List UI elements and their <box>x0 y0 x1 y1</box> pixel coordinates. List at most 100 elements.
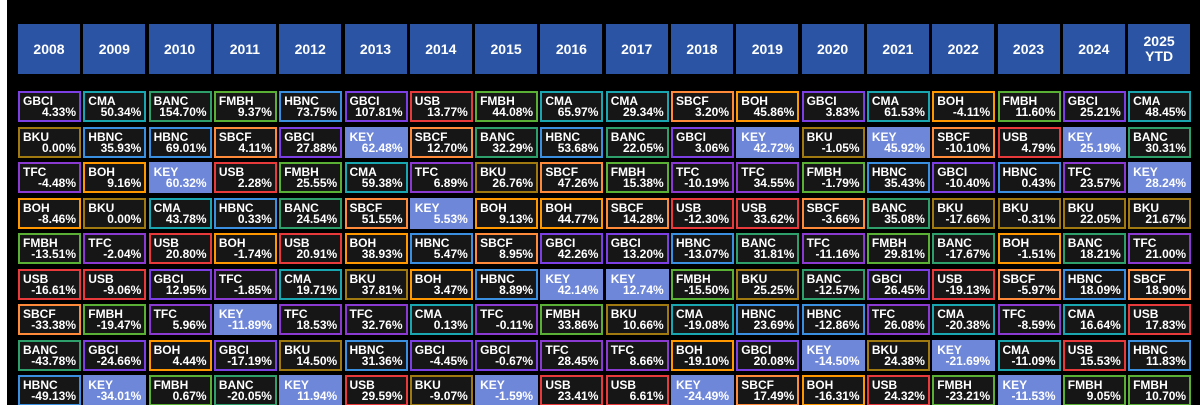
ticker-label: BANC <box>610 129 646 144</box>
return-value: -1.51% <box>1017 247 1056 261</box>
table-cell: KEY -14.50% <box>801 339 865 371</box>
return-value: 5.96% <box>172 318 207 332</box>
table-cell: KEY 45.92% <box>866 126 930 158</box>
return-value: 10.70% <box>1145 389 1187 403</box>
table-cell: USB -9.06% <box>83 268 147 300</box>
ticker-label: USB <box>218 165 245 179</box>
table-cell: CMA 59.38% <box>344 162 408 193</box>
table-cell: CMA 0.13% <box>409 304 473 335</box>
ticker-label: BKU <box>741 271 768 286</box>
return-value: 8.66% <box>629 353 664 368</box>
table-cell: GBCI -17.19% <box>213 339 277 371</box>
ticker-label: BOH <box>806 378 834 392</box>
table-cell: BKU -0.31% <box>997 197 1061 229</box>
table-cell: SBCF 47.26% <box>540 162 604 193</box>
return-value: 9.13% <box>499 211 534 226</box>
table-cell: BANC 35.08% <box>866 197 930 229</box>
return-value: 0.00% <box>41 140 76 155</box>
return-value: 0.00% <box>107 211 142 226</box>
return-value: -24.49% <box>684 389 729 403</box>
ticker-label: SBCF <box>937 129 970 144</box>
table-cell: GBCI 3.06% <box>671 126 734 158</box>
return-value: -49.13% <box>31 389 76 403</box>
ticker-label: KEY <box>676 378 701 392</box>
table-cell: USB 2.28% <box>213 162 277 193</box>
table-cell: FMBH 0.67% <box>148 375 212 405</box>
table-cell: SBCF 4.11% <box>213 126 277 158</box>
return-value: 13.77% <box>427 105 468 119</box>
table-cell: BANC 22.05% <box>605 126 669 158</box>
return-value: 6.89% <box>433 176 468 190</box>
return-value: -12.30% <box>684 211 729 226</box>
table-cell: USB 15.53% <box>1062 339 1126 371</box>
return-value: 9.37% <box>237 105 272 119</box>
ticker-label: BOH <box>414 271 442 286</box>
ticker-label: USB <box>741 200 767 215</box>
ticker-label: CMA <box>1067 307 1096 321</box>
table-cell: BKU 10.66% <box>605 304 669 335</box>
return-value: 48.45% <box>1145 105 1187 119</box>
ticker-label: BANC <box>871 200 907 215</box>
return-value: 22.05% <box>1080 211 1121 226</box>
ticker-label: CMA <box>1002 342 1030 357</box>
year-header: 2016 <box>540 24 603 74</box>
table-cell: FMBH -1.79% <box>801 162 865 193</box>
return-value: 31.81% <box>753 247 795 261</box>
ticker-label: SBCF <box>676 94 709 108</box>
return-value: 16.64% <box>1080 318 1121 332</box>
table-cell: KEY 25.19% <box>1062 126 1126 158</box>
return-value: 12.70% <box>427 140 468 155</box>
ticker-label: SBCF <box>23 307 56 321</box>
return-value: -10.10% <box>945 140 991 155</box>
return-value: 51.55% <box>361 211 403 226</box>
return-value: 33.62% <box>753 211 795 226</box>
return-value: -16.61% <box>31 282 76 297</box>
ticker-label: TFC <box>610 342 635 357</box>
table-cell: BKU 26.76% <box>475 162 539 193</box>
return-value: -2.04% <box>103 247 142 261</box>
ticker-label: FMBH <box>1067 378 1103 392</box>
ticker-label: GBCI <box>741 342 772 357</box>
return-value: 44.08% <box>492 105 534 119</box>
return-value: 26.45% <box>884 282 925 297</box>
return-value: -34.01% <box>96 389 142 403</box>
table-cell: BOH -1.74% <box>213 233 277 264</box>
ticker-label: KEY <box>1133 165 1158 179</box>
ticker-label: FMBH <box>871 236 907 250</box>
return-value: 47.26% <box>557 176 599 190</box>
return-value: 15.38% <box>622 176 664 190</box>
ticker-label: HBNC <box>23 378 58 392</box>
ticker-label: BANC <box>218 378 254 392</box>
return-value: 38.93% <box>361 247 403 261</box>
return-value: -12.57% <box>814 282 860 297</box>
ticker-label: CMA <box>153 200 181 215</box>
table-cell: USB 17.83% <box>1128 304 1192 335</box>
ticker-label: TFC <box>741 165 765 179</box>
ticker-label: FMBH <box>480 94 515 108</box>
table-cell: SBCF 8.95% <box>475 233 539 264</box>
ticker-label: BANC <box>937 236 972 250</box>
table-cell: GBCI 107.81% <box>344 91 408 122</box>
ticker-label: SBCF <box>1002 271 1036 286</box>
table-cell: CMA 48.45% <box>1128 91 1192 122</box>
table-cell: KEY 12.74% <box>605 268 669 300</box>
ticker-label: KEY <box>153 165 179 179</box>
table-cell: BANC 31.81% <box>736 233 800 264</box>
return-value: -3.66% <box>821 211 860 226</box>
return-value: 20.80% <box>165 247 207 261</box>
return-value: 27.88% <box>296 140 338 155</box>
ticker-label: GBCI <box>1067 94 1098 108</box>
return-value: 3.83% <box>825 105 860 119</box>
ticker-label: BANC <box>1133 129 1168 144</box>
year-header: 2025 YTD <box>1128 24 1191 74</box>
return-value: 25.25% <box>753 282 795 297</box>
table-cell: CMA 43.78% <box>148 197 212 229</box>
table-cell: CMA 61.53% <box>866 91 930 122</box>
table-cell: HBNC 23.69% <box>736 304 800 335</box>
table-cell: GBCI -10.40% <box>932 162 996 193</box>
return-value: 2.28% <box>237 176 272 190</box>
ticker-label: BOH <box>218 236 246 250</box>
return-value: 0.33% <box>237 211 272 226</box>
ticker-label: USB <box>23 271 49 286</box>
ticker-label: SBCF <box>480 236 513 250</box>
